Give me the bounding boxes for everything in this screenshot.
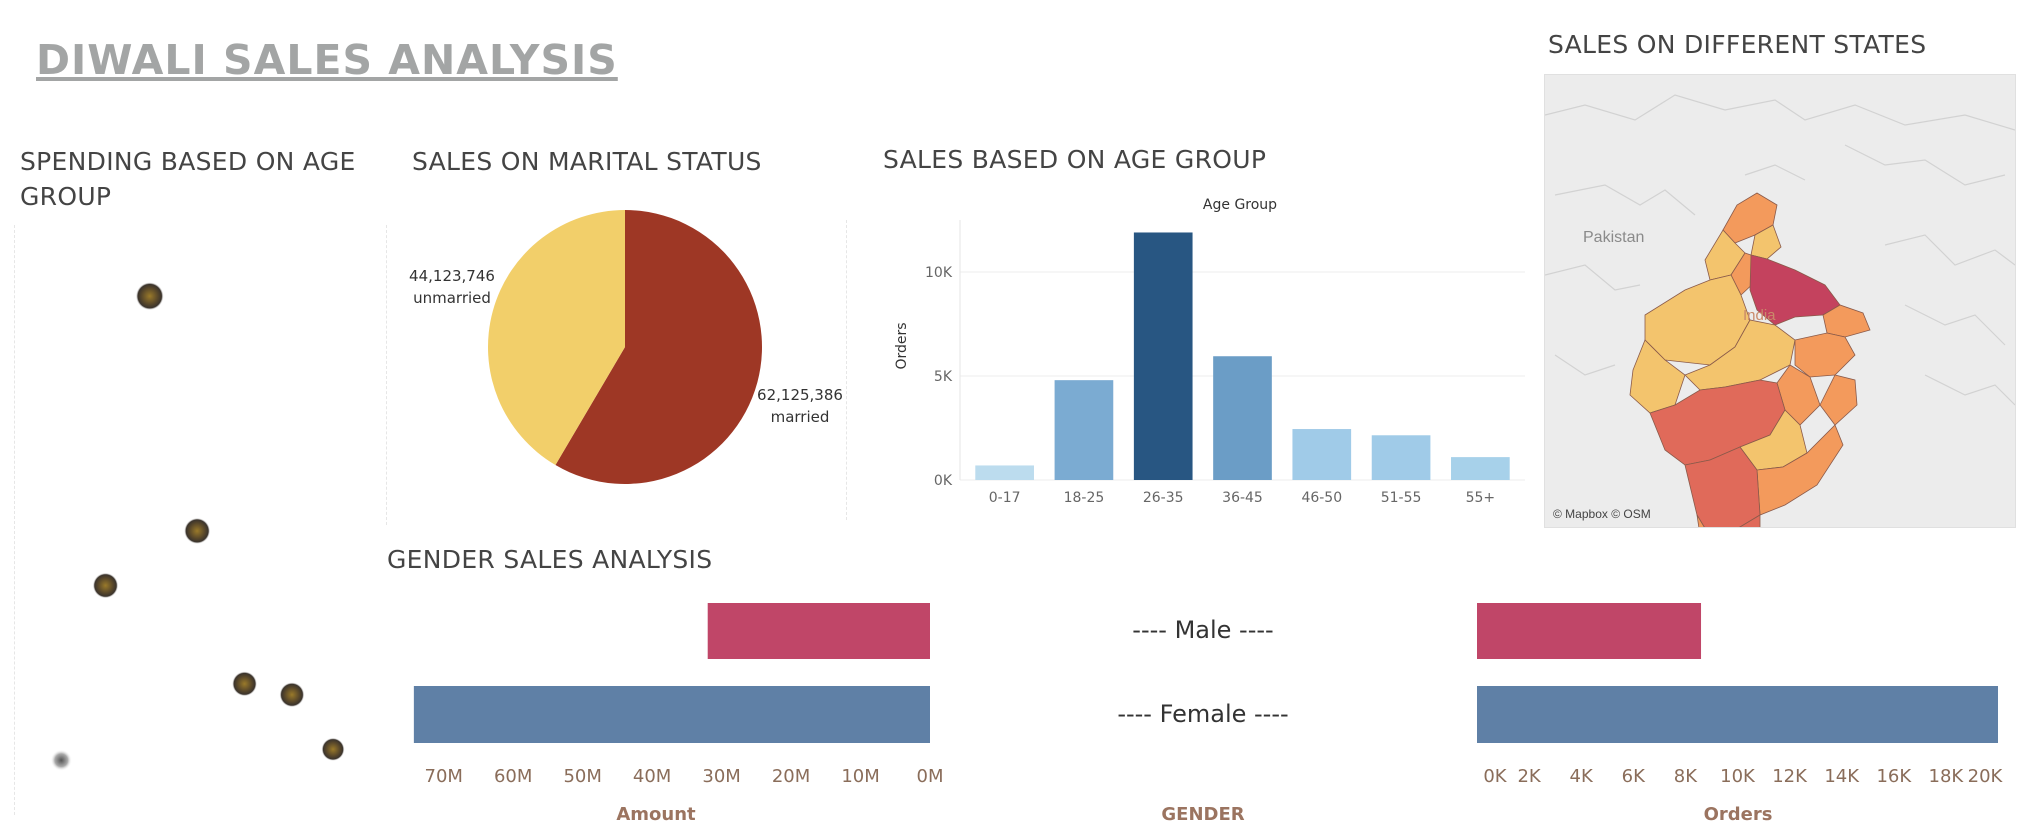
gender-amount-axis-title: Amount: [616, 804, 696, 825]
state-jharkhand[interactable]: [1794, 332, 1856, 378]
amount-tick-label: 50M: [563, 766, 602, 787]
map-country-borders: [1545, 94, 2015, 406]
orders-tick-label: 12K: [1772, 766, 1807, 787]
age-bar-36-45[interactable]: [1213, 356, 1272, 480]
age-bar-26-35[interactable]: [1133, 232, 1193, 480]
age-xtick-label: 26-35: [1143, 490, 1184, 506]
age-ytick-label: 0K: [934, 473, 953, 489]
marital-status-title: SALES ON MARITAL STATUS: [412, 147, 762, 176]
scatter-point[interactable]: [92, 572, 119, 599]
age-bar-46-50[interactable]: [1292, 429, 1352, 480]
orders-bar-female[interactable]: [1477, 686, 1998, 743]
orders-tick-label: 2K: [1517, 766, 1541, 787]
map-label-india: India: [1743, 307, 1776, 324]
amount-tick-label: 60M: [493, 766, 533, 787]
age-group-bar-chart: Age Group Orders 0K 5K 10K 0-17 18-25 26-35 3…: [894, 197, 1525, 506]
scatter-point[interactable]: [232, 671, 258, 697]
orders-tick-label: 16K: [1876, 766, 1912, 787]
state-gujarat[interactable]: [1629, 339, 1686, 414]
gender-axis-title: GENDER: [1161, 804, 1245, 825]
spending-age-title-line2: GROUP: [20, 182, 112, 211]
gender-label-female: ---- Female ----: [1117, 700, 1289, 728]
gender-orders-chart: [1477, 603, 1998, 743]
state-jammu-kashmir[interactable]: [1722, 192, 1778, 244]
orders-tick-label: 0K: [1483, 766, 1507, 787]
amount-bar-female[interactable]: [413, 686, 930, 743]
gender-amount-axis: 70M 60M 50M 40M 30M 20M 10M 0M: [400, 766, 960, 796]
pie-label-unmarried: 44,123,746 unmarried: [404, 265, 500, 309]
amount-tick-label: 30M: [702, 766, 741, 787]
amount-tick-label: 40M: [632, 766, 672, 787]
map-states: [1629, 192, 1871, 527]
age-xtick-label: 18-25: [1064, 490, 1105, 506]
age-ytick-label: 5K: [934, 369, 953, 385]
pie-panel-border-right: [846, 220, 847, 520]
age-group-ylabel: Orders: [894, 322, 910, 369]
amount-bar-male[interactable]: [707, 603, 930, 659]
age-ytick-label: 10K: [925, 265, 953, 281]
state-odisha[interactable]: [1819, 374, 1858, 426]
state-uttarakhand[interactable]: [1750, 224, 1782, 260]
age-bar-0-17[interactable]: [975, 465, 1034, 480]
pie-category-married: married: [770, 408, 830, 426]
gender-amount-chart: [413, 603, 930, 743]
orders-tick-label: 10K: [1720, 766, 1755, 787]
marital-pie-chart: [488, 210, 762, 485]
orders-tick-label: 6K: [1621, 766, 1645, 787]
orders-bar-male[interactable]: [1477, 603, 1702, 659]
orders-tick-label: 20K: [1967, 766, 2003, 787]
spending-age-title-line1: SPENDING BASED ON AGE: [20, 147, 356, 176]
scatter-point[interactable]: [279, 682, 305, 708]
states-title: SALES ON DIFFERENT STATES: [1548, 30, 1927, 59]
age-xtick-label: 0-17: [989, 490, 1021, 506]
amount-tick-label: 70M: [424, 766, 463, 787]
map-attribution: © Mapbox © OSM: [1553, 507, 1651, 521]
dashboard-title: DIWALI SALES ANALYSIS: [36, 36, 618, 84]
pie-slice-unmarried[interactable]: [488, 210, 625, 466]
amount-tick-label: 20M: [771, 766, 811, 787]
pie-label-married: 62,125,386 married: [752, 384, 848, 428]
map-canvas: Pakistan India © Mapbox © OSM: [1545, 94, 2015, 527]
age-bar-51-55[interactable]: [1371, 435, 1431, 480]
gender-orders-axis-title: Orders: [1703, 804, 1773, 825]
scatter-panel-border: [14, 225, 15, 815]
orders-tick-label: 4K: [1569, 766, 1593, 787]
pie-panel-border-left: [386, 225, 387, 525]
scatter-point[interactable]: [184, 517, 211, 545]
state-kerala[interactable]: [1696, 514, 1730, 527]
orders-tick-label: 14K: [1824, 766, 1860, 787]
age-bar-18-25[interactable]: [1054, 380, 1114, 480]
state-andhra-pradesh[interactable]: [1756, 424, 1844, 516]
pie-value-married: 62,125,386: [757, 386, 843, 404]
map-label-pakistan: Pakistan: [1583, 229, 1644, 246]
scatter-point[interactable]: [50, 749, 72, 771]
age-xtick-label: 36-45: [1222, 490, 1263, 506]
india-states-map[interactable]: Pakistan India © Mapbox © OSM: [1544, 74, 2016, 528]
spending-scatter-chart: [50, 282, 345, 771]
orders-tick-label: 8K: [1673, 766, 1698, 787]
scatter-point[interactable]: [321, 737, 345, 761]
gender-title: GENDER SALES ANALYSIS: [387, 545, 713, 574]
age-xtick-label: 55+: [1466, 490, 1496, 506]
state-tamil-nadu[interactable]: [1715, 514, 1761, 527]
age-group-header: Age Group: [1203, 197, 1277, 213]
gender-orders-axis: 0K 2K 4K 6K 8K 10K 12K 14K 16K 18K 20K: [1470, 766, 2010, 796]
scatter-point[interactable]: [135, 282, 164, 311]
gender-label-male: ---- Male ----: [1132, 616, 1274, 644]
age-bar-55+[interactable]: [1451, 457, 1510, 480]
amount-tick-label: 0M: [916, 766, 944, 787]
age-xtick-label: 46-50: [1301, 490, 1342, 506]
age-xtick-label: 51-55: [1381, 490, 1422, 506]
pie-value-unmarried: 44,123,746: [409, 267, 495, 285]
amount-tick-label: 10M: [841, 766, 880, 787]
pie-category-unmarried: unmarried: [413, 289, 491, 307]
orders-tick-label: 18K: [1928, 766, 1964, 787]
pie-slice-married[interactable]: [555, 210, 762, 485]
age-group-title: SALES BASED ON AGE GROUP: [883, 145, 1267, 174]
